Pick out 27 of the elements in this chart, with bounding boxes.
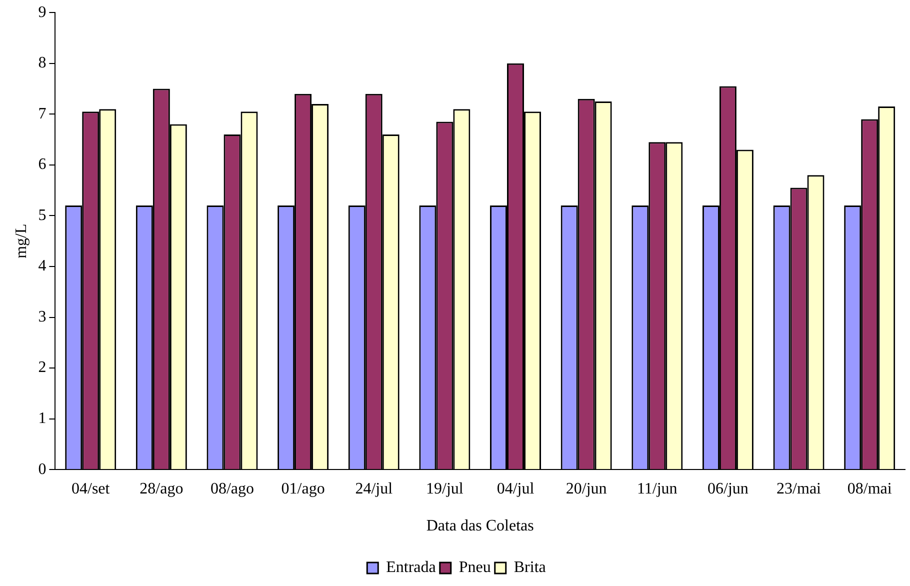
- legend-label: Entrada: [386, 559, 436, 576]
- y-tick-label: 0: [38, 460, 46, 478]
- x-tick-label: 08/mai: [847, 480, 892, 498]
- x-tick-label: 08/ago: [210, 480, 254, 498]
- x-tick-label: 01/ago: [281, 480, 325, 498]
- y-axis-title: mg/L: [12, 224, 30, 258]
- y-tick-label: 6: [38, 156, 46, 174]
- legend-label: Brita: [514, 559, 546, 576]
- y-tick-label: 7: [38, 105, 46, 122]
- x-tick-label: 28/ago: [140, 480, 184, 498]
- x-tick-label: 19/jul: [426, 480, 464, 498]
- y-tick-label: 3: [38, 308, 46, 326]
- y-tick-label: 4: [38, 258, 46, 275]
- y-tick-label: 2: [38, 359, 46, 376]
- x-axis-title: Data das Coletas: [426, 518, 534, 535]
- y-tick-label: 1: [38, 410, 46, 428]
- x-tick-label: 23/mai: [776, 480, 822, 498]
- x-tick-label: 20/jun: [566, 480, 607, 498]
- x-tick-label: 04/set: [72, 480, 110, 498]
- x-tick-label: 06/jun: [708, 480, 748, 498]
- legend-label: Pneu: [458, 559, 491, 576]
- x-tick-label: 04/jul: [496, 480, 535, 498]
- y-tick-label: 9: [38, 4, 46, 21]
- y-tick-label: 8: [38, 54, 46, 72]
- x-tick-label: 11/jun: [636, 480, 678, 498]
- x-tick-label: 24/jul: [355, 480, 394, 498]
- y-tick-label: 5: [38, 206, 46, 224]
